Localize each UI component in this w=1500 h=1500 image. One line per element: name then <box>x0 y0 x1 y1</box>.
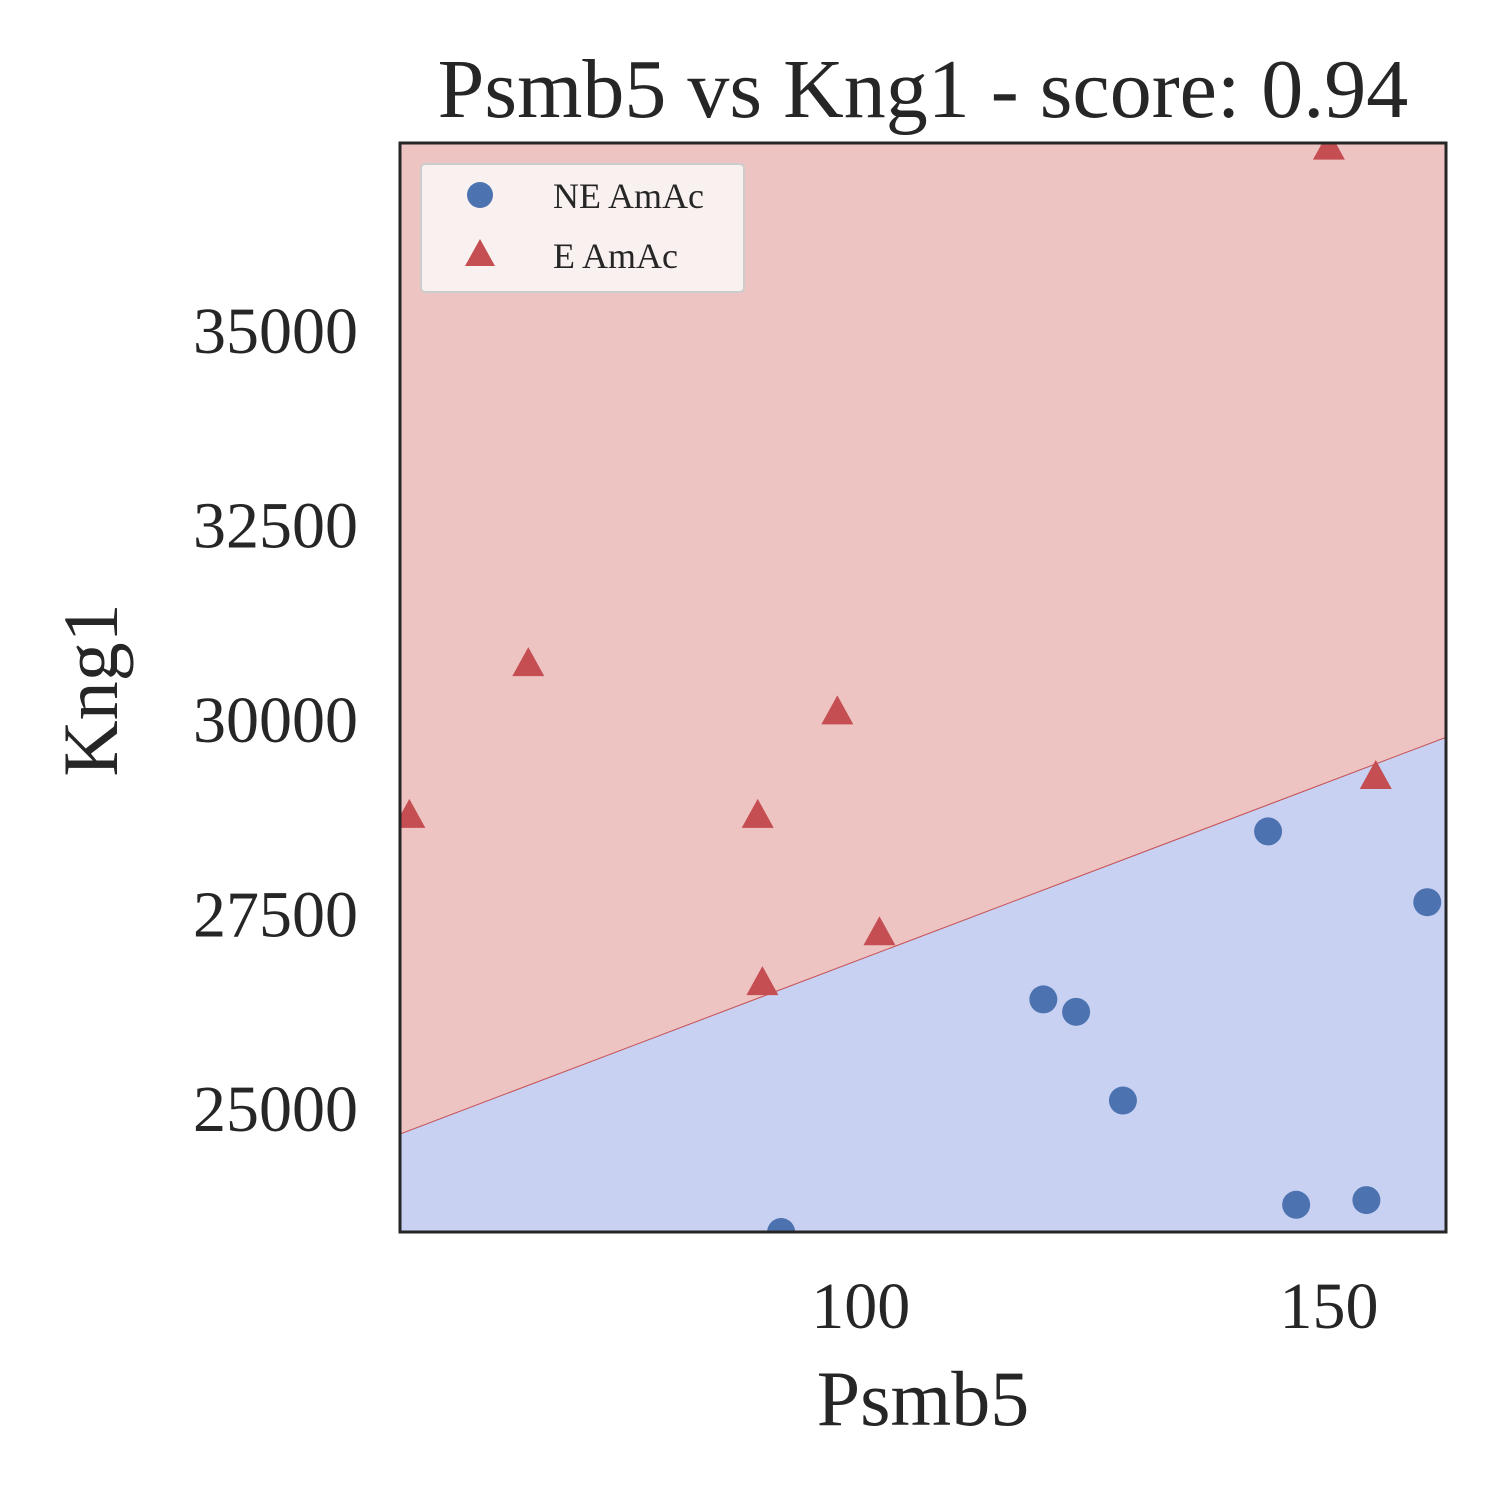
x-tick-label: 100 <box>811 1270 910 1343</box>
y-tick-label: 27500 <box>193 878 358 951</box>
legend-box <box>420 163 745 293</box>
legend-label-e-amac: E AmAc <box>553 236 678 276</box>
point-e-amac-1 <box>512 647 545 677</box>
data-markers <box>400 143 1442 1232</box>
y-tick-label: 35000 <box>193 295 358 368</box>
point-ne-amac-0 <box>1029 985 1058 1014</box>
decision-boundary-line <box>400 736 1446 1135</box>
y-tick-label: 30000 <box>193 684 358 757</box>
point-e-amac-4 <box>821 695 854 725</box>
y-tick-label: 25000 <box>193 1073 358 1146</box>
point-ne-amac-7 <box>767 1218 796 1232</box>
point-ne-amac-4 <box>1282 1190 1311 1219</box>
point-ne-amac-3 <box>1254 817 1283 846</box>
legend-label-ne-amac: NE AmAc <box>553 176 704 216</box>
y-axis-label: Kng1 <box>47 603 134 776</box>
region-ne-amac <box>400 737 1446 1232</box>
point-e-amac-2 <box>741 798 774 828</box>
point-e-amac-0 <box>400 798 426 828</box>
y-axis-ticks: 25000 27500 30000 32500 35000 <box>193 295 358 1146</box>
point-ne-amac-2 <box>1108 1086 1137 1115</box>
y-tick-label: 32500 <box>193 489 358 562</box>
point-ne-amac-1 <box>1062 997 1091 1026</box>
plot-area <box>400 143 1446 1232</box>
point-e-amac-3 <box>746 966 779 996</box>
x-tick-label: 150 <box>1279 1270 1378 1343</box>
point-ne-amac-5 <box>1352 1186 1381 1215</box>
plot-frame <box>398 141 1448 1234</box>
point-e-amac-6 <box>1312 143 1345 160</box>
point-e-amac-5 <box>863 916 896 946</box>
point-ne-amac-6 <box>1413 888 1442 917</box>
x-axis-ticks: 100 150 <box>811 1270 1378 1343</box>
point-e-amac-7 <box>1359 759 1392 789</box>
legend-marker-ne-amac <box>467 182 493 208</box>
legend: NE AmAc E AmAc <box>420 163 745 293</box>
chart-title: Psmb5 vs Kng1 - score: 0.94 <box>438 43 1409 136</box>
region-e-amac <box>400 143 1446 1134</box>
legend-marker-e-amac <box>465 239 495 266</box>
x-axis-label: Psmb5 <box>817 1355 1029 1442</box>
